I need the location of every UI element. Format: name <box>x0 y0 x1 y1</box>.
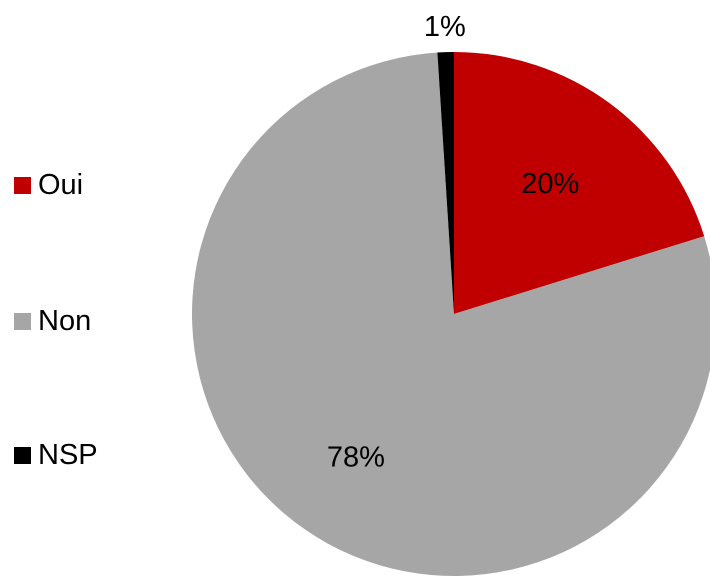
legend-label-non: Non <box>38 305 92 337</box>
pie-slice-non <box>192 52 710 576</box>
legend-label-oui: Oui <box>38 169 84 201</box>
data-label-oui: 20% <box>521 168 579 200</box>
legend-swatch-nsp <box>14 446 31 464</box>
data-label-non: 78% <box>327 441 385 473</box>
legend-label-nsp: NSP <box>38 439 98 471</box>
data-label-nsp: 1% <box>424 11 466 43</box>
pie-slice-nsp <box>437 52 454 314</box>
pie-slice-oui <box>454 52 705 314</box>
legend-item-oui: Oui <box>14 170 83 200</box>
chart-legend: Oui Non NSP <box>14 0 164 576</box>
legend-swatch-oui <box>14 176 31 194</box>
legend-swatch-non <box>14 312 31 330</box>
legend-item-non: Non <box>14 306 91 336</box>
legend-item-nsp: NSP <box>14 440 98 470</box>
